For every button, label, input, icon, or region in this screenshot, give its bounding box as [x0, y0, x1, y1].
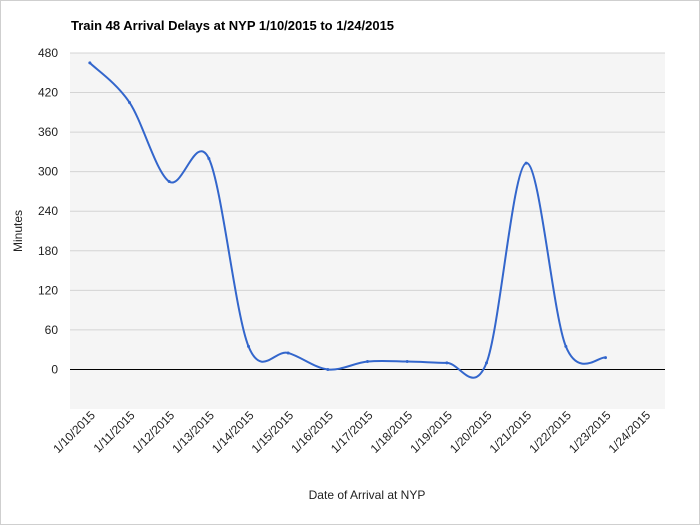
x-axis-label: Date of Arrival at NYP: [308, 488, 426, 502]
x-tick-label: 1/19/2015: [407, 408, 455, 456]
x-tick-label: 1/24/2015: [606, 408, 654, 456]
y-tick-label: 60: [45, 323, 59, 337]
y-tick-label: 0: [51, 362, 58, 376]
x-tick-label: 1/20/2015: [447, 408, 495, 456]
y-tick-label: 300: [38, 165, 58, 179]
y-tick-label: 480: [38, 46, 58, 60]
y-tick-label: 240: [38, 204, 58, 218]
x-tick-label: 1/16/2015: [288, 408, 336, 456]
y-tick-label: 180: [38, 244, 58, 258]
x-tick-label: 1/10/2015: [50, 408, 98, 456]
x-axis-ticks: 1/10/20151/11/20151/12/20151/13/20151/14…: [50, 408, 653, 456]
data-point: [485, 361, 488, 365]
data-point: [128, 100, 131, 104]
x-tick-label: 1/17/2015: [328, 408, 376, 456]
y-axis-ticks: 0 60 120 180 240 300 360 420 480: [38, 46, 58, 376]
data-point: [366, 360, 369, 364]
x-tick-label: 1/13/2015: [169, 408, 217, 456]
x-tick-label: 1/15/2015: [249, 408, 297, 456]
y-tick-label: 360: [38, 125, 58, 139]
data-point: [167, 180, 171, 184]
y-tick-label: 420: [38, 86, 58, 100]
data-point: [405, 360, 409, 364]
data-point: [445, 361, 449, 365]
plot-area: [70, 53, 665, 409]
data-point: [247, 344, 250, 348]
x-tick-label: 1/22/2015: [526, 408, 574, 456]
data-point: [604, 356, 607, 360]
y-tick-label: 120: [38, 283, 58, 297]
data-point: [524, 161, 528, 165]
x-tick-label: 1/18/2015: [368, 408, 416, 456]
x-tick-label: 1/14/2015: [209, 408, 257, 456]
chart-title: Train 48 Arrival Delays at NYP 1/10/2015…: [71, 18, 395, 33]
x-tick-label: 1/21/2015: [487, 408, 535, 456]
series-layer: [88, 61, 607, 379]
data-point: [564, 344, 568, 348]
x-tick-label: 1/23/2015: [566, 408, 614, 456]
x-tick-label: 1/12/2015: [130, 408, 178, 456]
gridlines: [70, 52, 665, 370]
data-point: [286, 351, 290, 355]
data-point: [326, 367, 330, 371]
data-point: [207, 156, 211, 160]
data-point: [88, 61, 92, 65]
